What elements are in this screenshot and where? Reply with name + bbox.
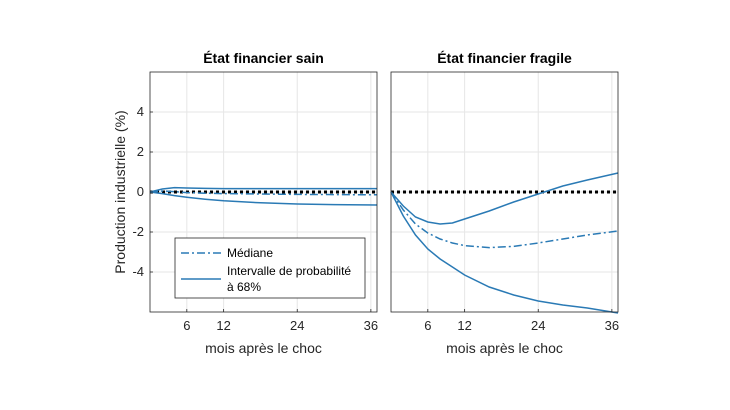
series-line-interval-1 [149,186,377,193]
x-tick-label: 12 [457,318,471,333]
series-line-interval-2 [390,191,619,314]
y-tick-label: -2 [132,224,144,239]
x-axis-label-fragile: mois après le choc [446,340,563,356]
legend-box [174,237,366,299]
series-group-sain [149,186,378,206]
x-tick-label: 6 [424,318,431,333]
x-tick-label: 36 [364,318,378,333]
legend-median-label: Médiane [227,246,273,260]
x-tick-label: 12 [216,318,230,333]
y-axis-label: Production industrielle (%) [112,110,128,273]
chart-title-sain: État financier sain [203,50,324,66]
legend: Médiane Intervalle de probabilité à 68% [174,237,366,299]
series-group-fragile [390,172,619,314]
legend-interval-label: Intervalle de probabilité [227,264,351,278]
series-line-interval-2 [149,191,378,206]
y-tick-label: -4 [132,264,144,279]
x-axis-label-sain: mois après le choc [205,340,322,356]
legend-interval-label-2: à 68% [227,280,261,294]
x-tick-label: 36 [605,318,619,333]
x-tick-label: 6 [183,318,190,333]
y-tick-label: 2 [137,144,144,159]
x-ticks-fragile: 6 12 24 36 [424,309,619,333]
chart-title-fragile: État financier fragile [437,50,572,66]
y-ticks-sain: -4 -2 0 2 4 [132,104,153,279]
series-line-median [390,191,619,249]
panel-fragile: 6 12 24 36 État financier fragile mois aprè… [390,50,619,356]
y-tick-label: 0 [137,184,144,199]
x-tick-label: 24 [531,318,545,333]
y-tick-label: 4 [137,104,144,119]
axes-frame-fragile [390,71,619,313]
series-line-median [149,190,378,196]
series-line-interval-1 [390,172,619,225]
x-tick-label: 24 [290,318,304,333]
x-ticks-sain: 6 12 24 36 [183,309,378,333]
